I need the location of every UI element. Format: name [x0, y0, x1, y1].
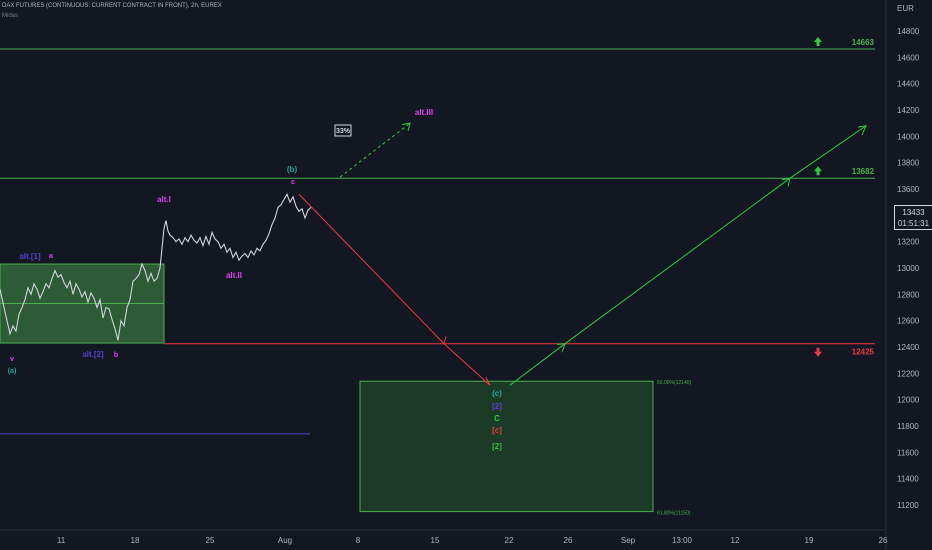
arrowhead-icon — [857, 125, 867, 136]
level-label: 13682 — [852, 167, 875, 176]
arrow-up-icon — [814, 166, 822, 176]
arrowhead-icon — [781, 177, 791, 187]
wave-label: [2] — [492, 442, 502, 451]
projection-down-line — [298, 193, 445, 345]
price-axis-tick: 14000 — [897, 132, 920, 141]
arrow-down-icon — [814, 347, 822, 357]
time-axis-tick: 15 — [431, 536, 440, 545]
wave-label: v — [10, 356, 14, 363]
wave-label: (b) — [287, 165, 298, 174]
fib-top-label: 50.00%(12140) — [657, 380, 692, 386]
price-axis-tick: 12800 — [897, 290, 920, 299]
time-axis-tick: 19 — [805, 536, 814, 545]
projection-down-line-2 — [443, 343, 491, 386]
price-axis-tick: 13800 — [897, 159, 920, 168]
wave-label: b — [114, 352, 118, 359]
chart-title: DAX FUTURES (CONTINUOUS: CURRENT CONTRAC… — [2, 3, 222, 9]
price-axis-tick: 11800 — [897, 422, 919, 431]
chart-author: Midas — [2, 13, 19, 19]
wave-label: c — [291, 179, 295, 186]
projection-up-line-2 — [564, 177, 791, 345]
wave-label: alt.[1] — [19, 252, 41, 261]
arrow-up-icon — [814, 37, 822, 47]
time-axis-tick: 22 — [505, 536, 514, 545]
wave-label: alt.II — [226, 271, 242, 280]
current-price: 13433 — [902, 208, 925, 217]
time-axis-tick: 13:00 — [672, 536, 693, 545]
fib-target-box — [359, 380, 654, 513]
price-axis-tick: 12000 — [897, 396, 920, 405]
arrowhead-icon — [483, 377, 491, 386]
percent-box — [334, 124, 352, 137]
time-axis-tick: 25 — [206, 536, 215, 545]
arrowhead-icon — [436, 336, 447, 345]
time-axis-tick: 8 — [356, 536, 361, 545]
arrowhead-icon — [401, 122, 411, 132]
price-axis-tick: 14800 — [897, 27, 920, 36]
price-axis-tick: 12200 — [897, 369, 920, 378]
price-axis-tick: 12600 — [897, 317, 920, 326]
current-price-box: 13433 01:51:31 — [894, 205, 932, 230]
wave-label: a — [49, 253, 53, 260]
price-axis-unit: EUR — [897, 4, 914, 13]
fib-bottom-label: 61.80%(11150) — [657, 511, 691, 517]
wave-label: C — [494, 414, 500, 423]
wave-label: [c] — [492, 426, 502, 435]
price-axis-tick: 11600 — [897, 448, 919, 457]
arrowhead-icon — [556, 343, 566, 353]
level-label: 14663 — [852, 38, 875, 47]
wave-label: [2] — [492, 402, 502, 411]
price-axis-tick: 11400 — [897, 475, 919, 484]
price-axis-tick: 12400 — [897, 343, 920, 352]
arrow-up-shape — [814, 166, 822, 176]
price-axis-tick: 14400 — [897, 80, 920, 89]
time-axis-tick: 11 — [57, 536, 66, 545]
wave-label: (a) — [8, 368, 17, 375]
wave-label: 33% — [336, 128, 351, 135]
countdown: 01:51:31 — [897, 219, 930, 228]
wave-label: (c) — [492, 389, 502, 398]
price-series-line — [0, 193, 312, 341]
time-axis-tick: Aug — [278, 536, 292, 545]
price-axis-tick: 14200 — [897, 106, 920, 115]
level-label: 12425 — [852, 348, 875, 357]
time-axis-tick: 26 — [879, 536, 888, 545]
time-axis-tick: 26 — [564, 536, 573, 545]
alt-projection-dashed — [339, 122, 411, 178]
price-axis-tick: 13200 — [897, 238, 920, 247]
time-axis-tick: 12 — [731, 536, 740, 545]
price-axis-tick: 14600 — [897, 53, 920, 62]
time-axis-tick: Sep — [621, 536, 636, 545]
wave-label: alt.III — [415, 108, 433, 117]
price-axis-tick: 11200 — [897, 501, 919, 510]
price-axis-tick: 13000 — [897, 264, 920, 273]
wave-label: alt.[2] — [82, 350, 104, 359]
arrow-down-shape — [814, 347, 822, 357]
projection-up-line-3 — [789, 125, 867, 179]
price-axis-tick: 13600 — [897, 185, 920, 194]
projection-up-line — [509, 343, 566, 386]
time-axis-tick: 18 — [131, 536, 140, 545]
arrow-up-shape — [814, 37, 822, 47]
wave-label: alt.I — [157, 195, 171, 204]
